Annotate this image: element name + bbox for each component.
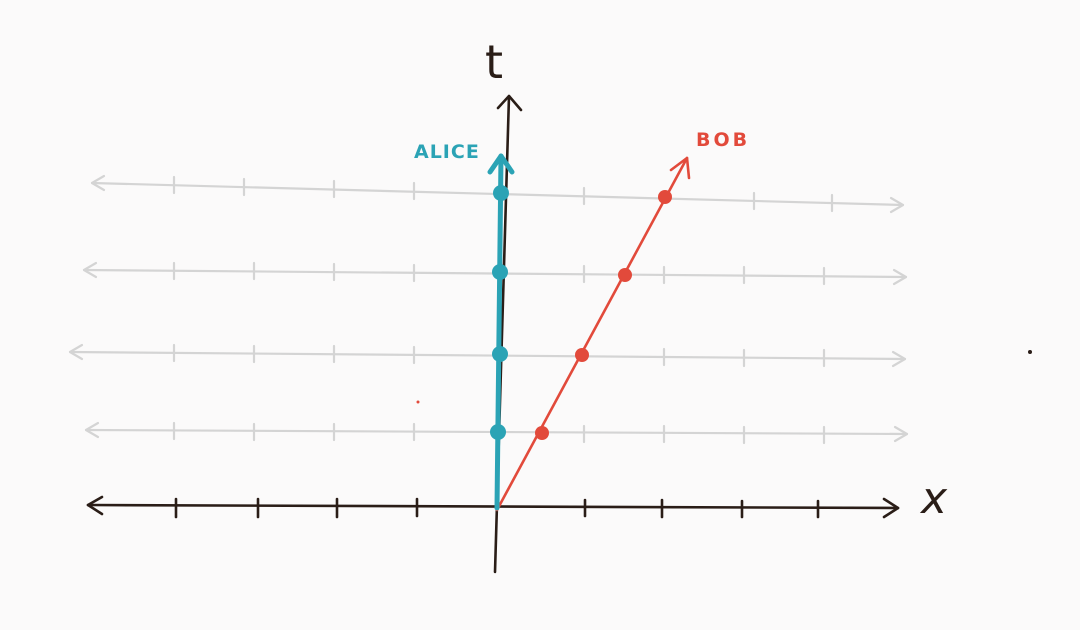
bob-label: BOB [696,129,750,151]
alice-events [490,185,509,440]
x-axis-label: x [919,473,948,524]
time-slice-2 [68,343,907,368]
speck [416,400,420,404]
bob-event [575,348,589,362]
alice-label: ALICE [414,141,480,163]
alice-event [492,264,508,280]
bob-event [618,268,632,282]
alice-worldline [487,153,515,511]
x-axis [86,495,900,519]
bob-events [535,190,672,440]
bob-event [535,426,549,440]
alice-event [493,185,509,201]
t-axis-label: t [485,35,503,89]
time-slice-lines [68,174,909,445]
alice-event [490,424,506,440]
speck [1028,350,1032,354]
alice-event [492,346,508,362]
bob-worldline [495,156,691,512]
bob-event [658,190,672,204]
